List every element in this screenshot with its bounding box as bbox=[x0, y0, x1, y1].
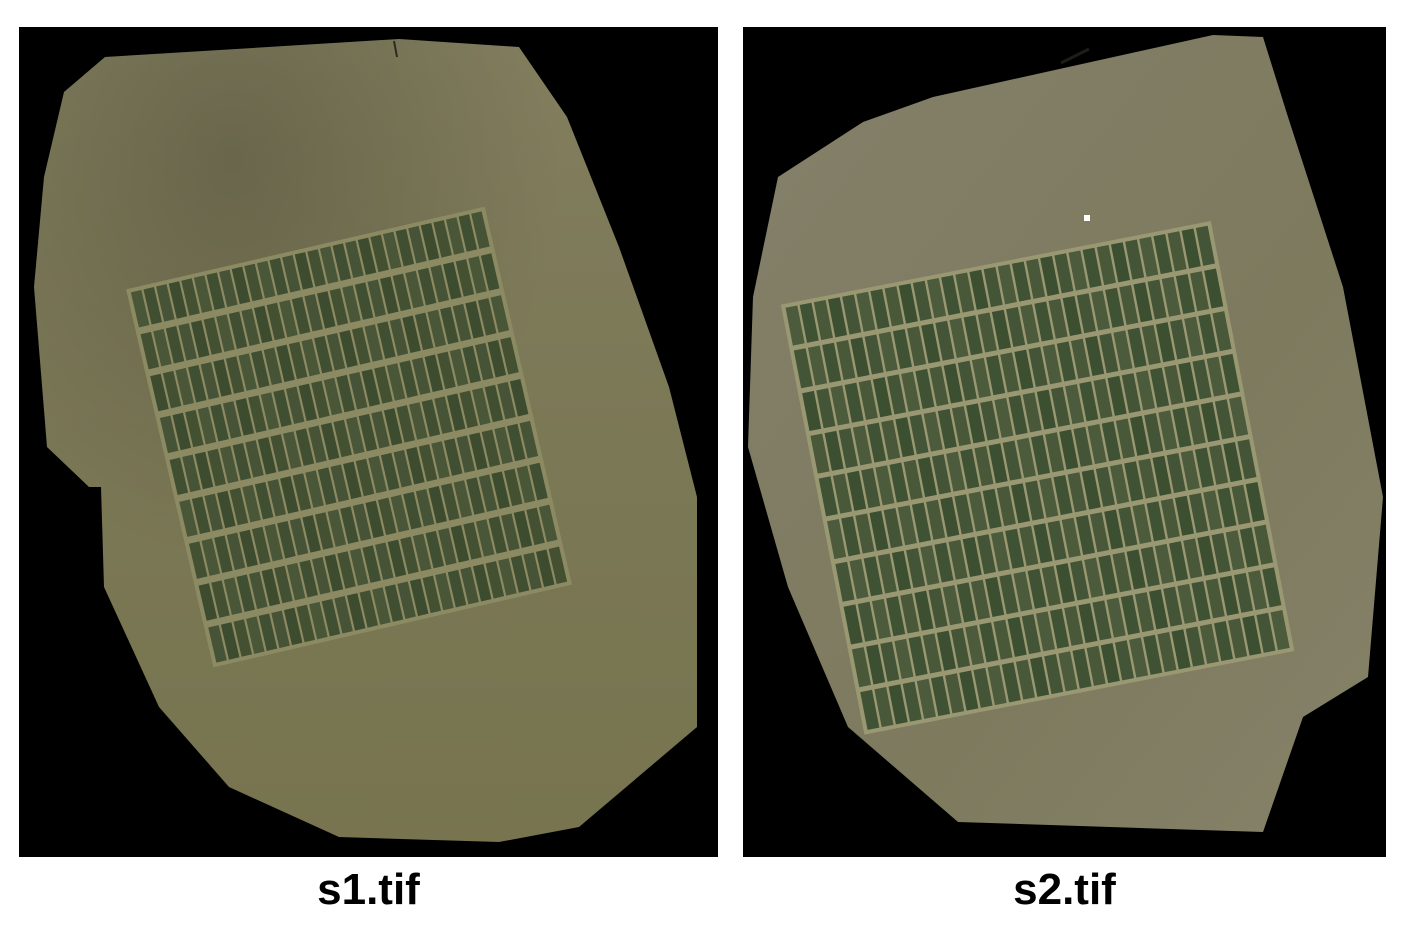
image-panel-s2 bbox=[743, 27, 1386, 857]
pole-s2 bbox=[1061, 49, 1089, 63]
caption-s1: s1.tif bbox=[19, 862, 718, 918]
image-panel-s1 bbox=[19, 27, 718, 857]
orthomosaic-s2 bbox=[743, 27, 1386, 857]
target-marker-s2 bbox=[1084, 215, 1090, 221]
caption-s2: s2.tif bbox=[743, 862, 1386, 918]
plot-grid-s2 bbox=[781, 221, 1295, 735]
orthomosaic-s1 bbox=[19, 27, 718, 857]
